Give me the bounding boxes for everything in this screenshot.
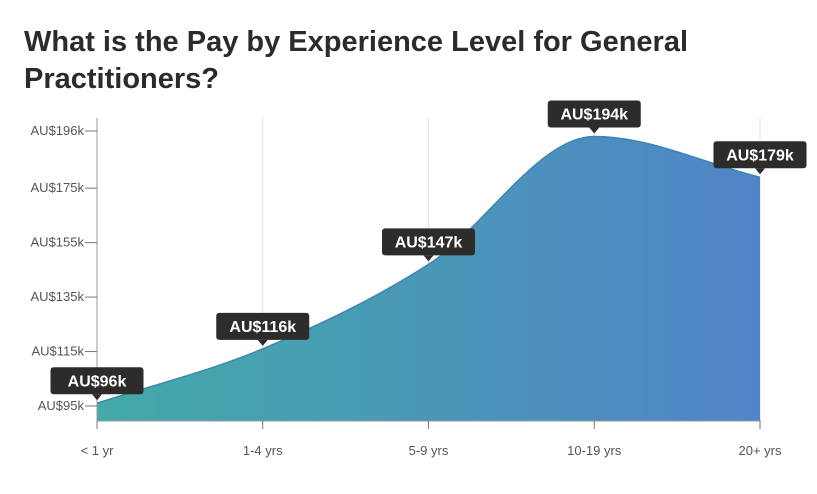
y-tick-label: AU$95k <box>38 398 85 413</box>
data-label-pointer <box>423 255 434 262</box>
data-label-box <box>713 141 807 169</box>
data-label-box <box>50 367 144 395</box>
data-label-box <box>216 312 310 340</box>
y-tick-label: AU$155k <box>31 235 85 250</box>
x-tick-label: 10-19 yrs <box>567 443 622 458</box>
x-tick-label: 20+ yrs <box>739 443 782 458</box>
y-tick-label: AU$175k <box>31 180 85 195</box>
x-tick-label: < 1 yr <box>81 443 115 458</box>
x-tick-label: 5-9 yrs <box>409 443 449 458</box>
data-label-box <box>547 100 641 128</box>
data-label: AU$116k <box>216 312 310 346</box>
data-label: AU$147k <box>382 228 475 262</box>
pay-area <box>97 136 760 421</box>
data-label-pointer <box>755 168 765 175</box>
data-label: AU$194k <box>547 100 641 134</box>
pay-line <box>96 135 761 404</box>
y-tick-label: AU$115k <box>31 344 84 359</box>
data-label: AU$179k <box>713 141 807 175</box>
data-label-text: AU$179k <box>726 147 794 164</box>
data-label-text: AU$116k <box>229 319 296 336</box>
data-label-text: AU$194k <box>560 106 628 123</box>
y-tick-label: AU$135k <box>31 289 85 304</box>
data-label-pointer <box>589 127 600 134</box>
data-label-text: AU$96k <box>68 373 127 390</box>
data-label-text: AU$147k <box>395 234 463 251</box>
data-label-pointer <box>257 339 268 346</box>
data-label-box <box>382 228 475 256</box>
x-tick-label: 1-4 yrs <box>243 443 283 458</box>
data-label: AU$96k <box>50 367 144 401</box>
chart-title: What is the Pay by Experience Level for … <box>24 26 689 95</box>
data-label-pointer <box>92 394 102 401</box>
y-tick-label: AU$196k <box>31 123 85 138</box>
